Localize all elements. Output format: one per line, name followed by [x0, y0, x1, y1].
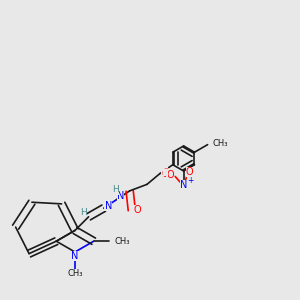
Text: N: N [117, 191, 124, 201]
Text: O: O [134, 205, 141, 215]
Text: CH₃: CH₃ [67, 269, 83, 278]
Text: H: H [112, 185, 119, 194]
Text: N: N [104, 201, 112, 211]
Text: CH₃: CH₃ [114, 237, 130, 246]
Text: O: O [161, 169, 169, 178]
Text: N: N [71, 250, 79, 261]
Text: O: O [166, 170, 174, 180]
Text: H: H [80, 208, 87, 217]
Text: O: O [186, 167, 194, 177]
Text: N: N [180, 180, 187, 190]
Text: +: + [187, 176, 194, 185]
Text: CH₃: CH₃ [213, 139, 229, 148]
Text: ⁻: ⁻ [163, 166, 168, 176]
